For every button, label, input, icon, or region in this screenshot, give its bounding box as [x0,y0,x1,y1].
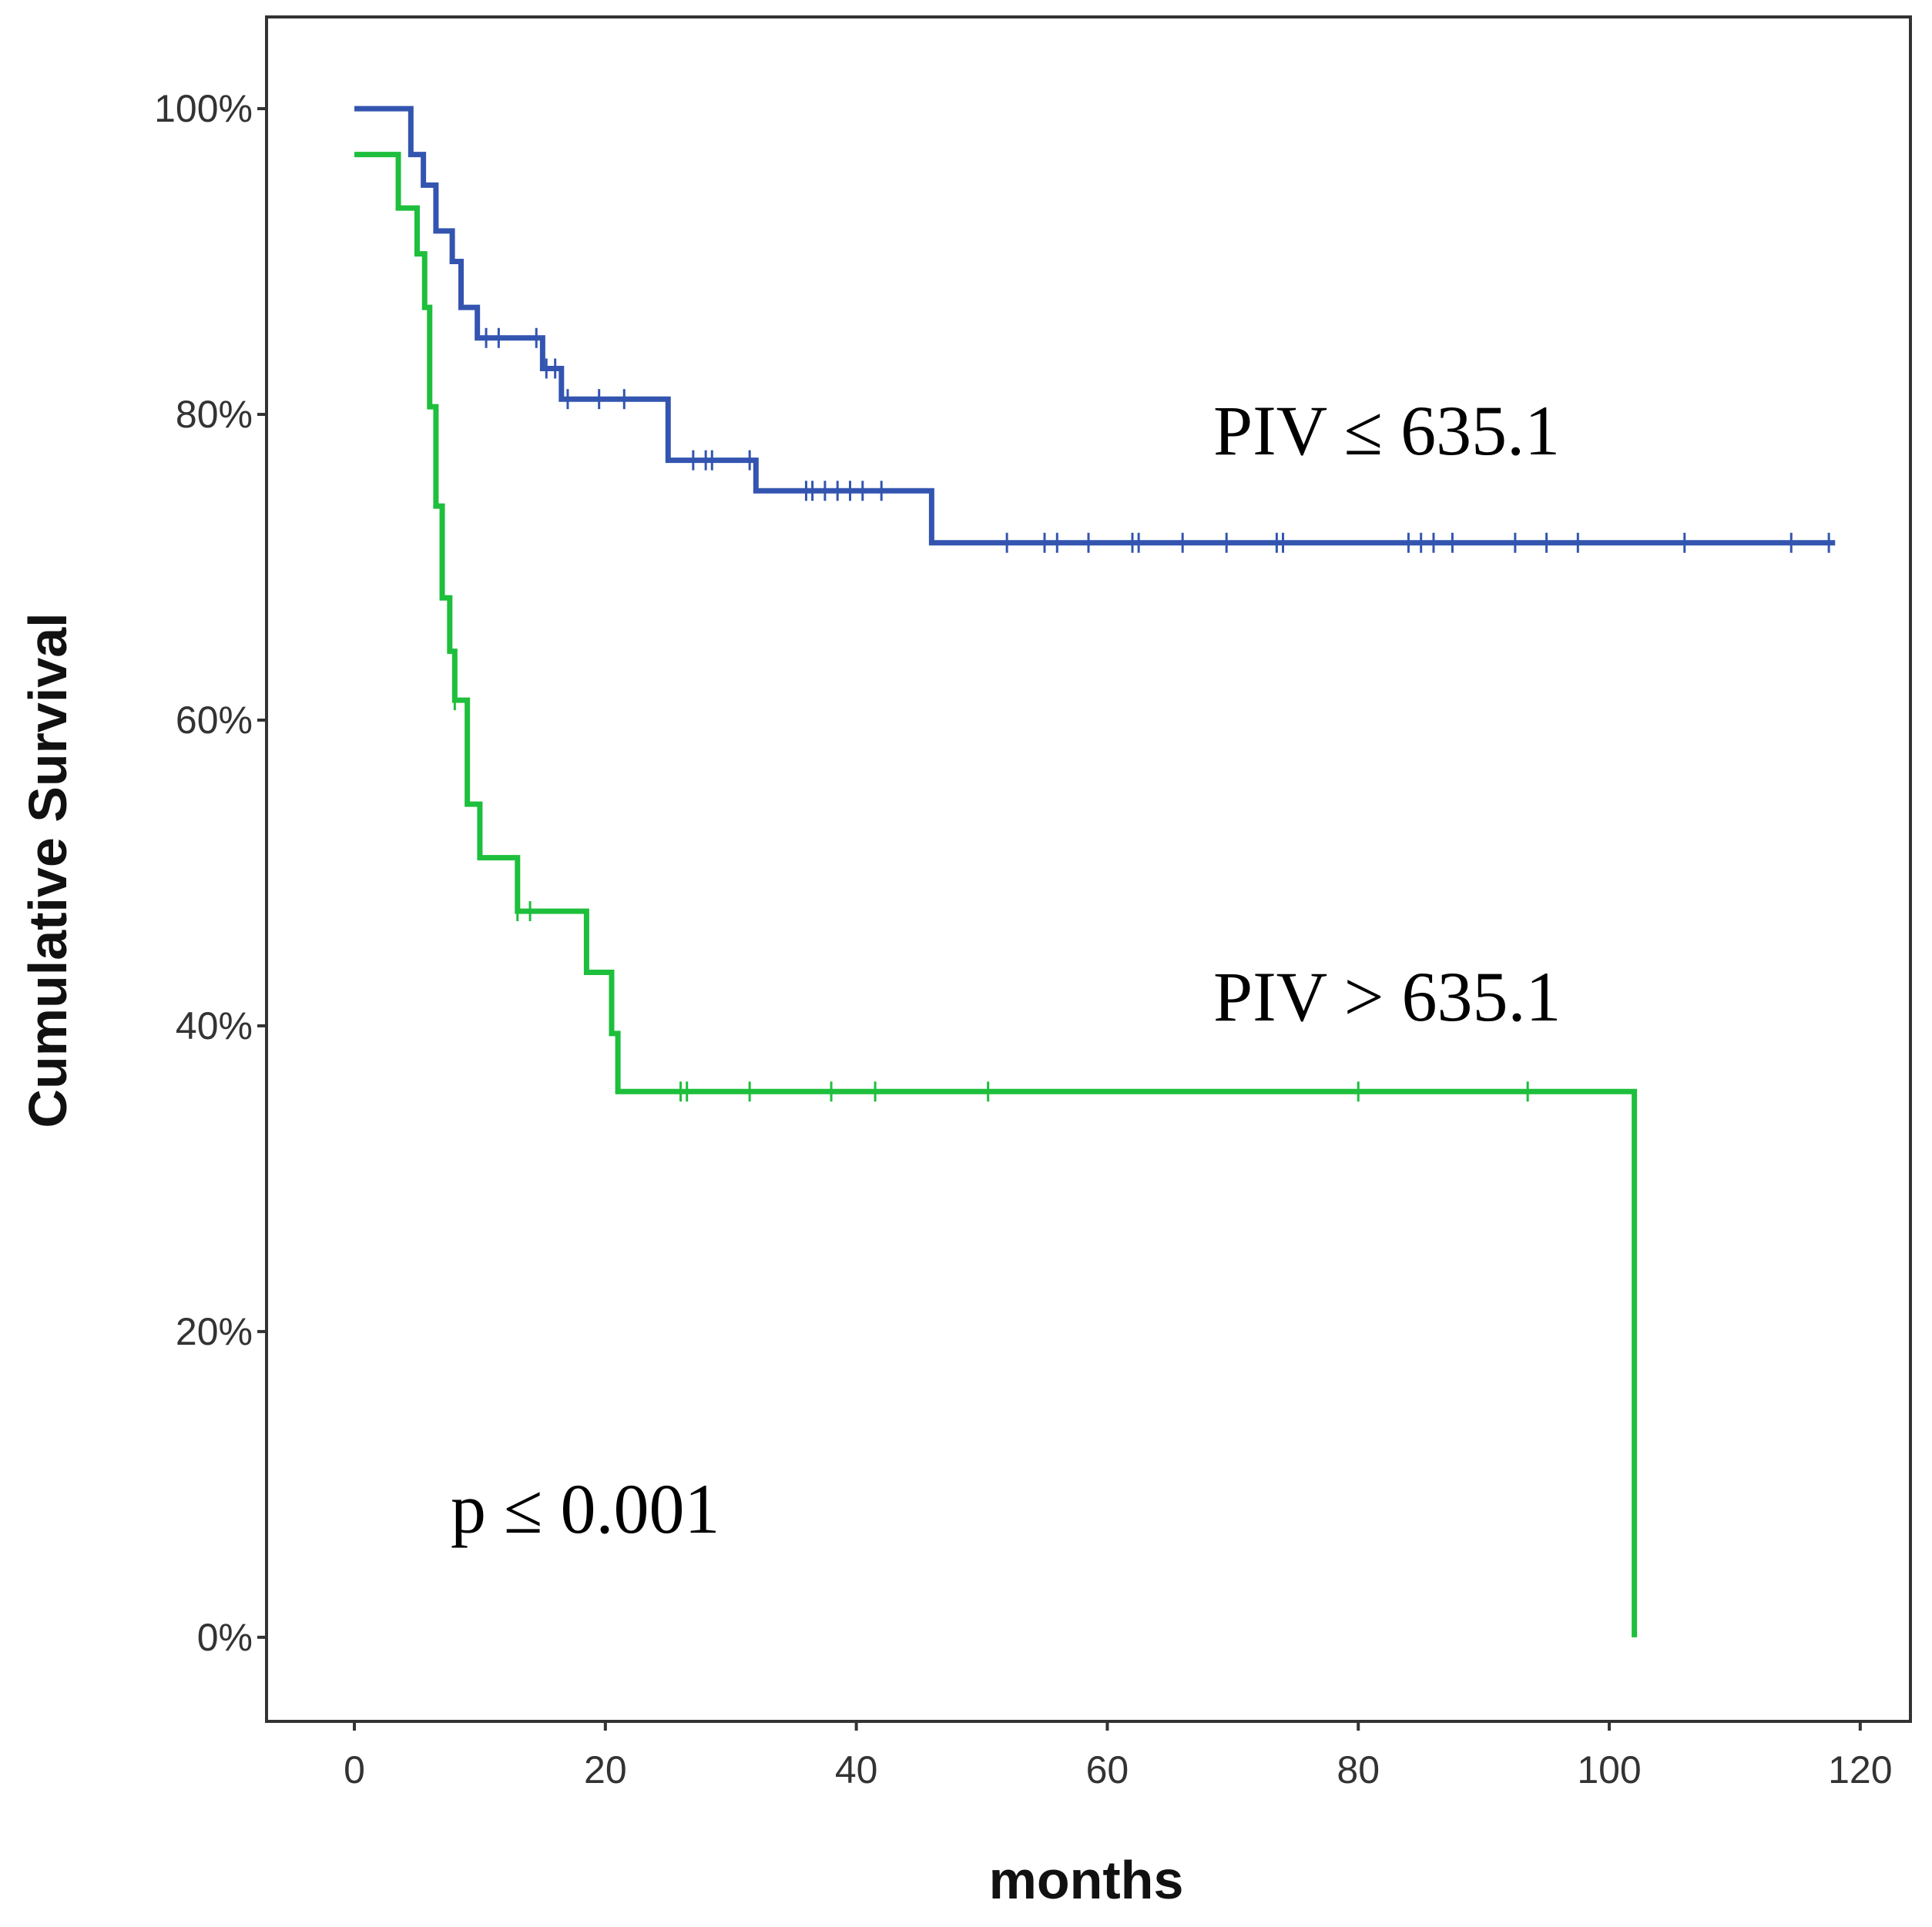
y-tick-label: 0% [197,1616,253,1659]
x-tick-label: 120 [1828,1748,1892,1791]
plot-frame [265,15,1912,1723]
x-axis-title: months [989,1850,1184,1910]
annotation-piv-high: PIV > 635.1 [1213,957,1561,1036]
annotation-p-value: p ≤ 0.001 [451,1470,720,1548]
x-tick-label: 20 [584,1748,627,1791]
series-0 [354,106,1836,553]
y-axis-title: Cumulative Survival [18,612,78,1128]
y-tick-label: 80% [176,393,253,436]
x-tick-label: 40 [835,1748,878,1791]
annotation-piv-low: PIV ≤ 635.1 [1213,391,1560,470]
x-tick-label: 0 [344,1748,365,1791]
x-tick-label: 60 [1086,1748,1129,1791]
series-layer [354,106,1836,1637]
survival-line [354,152,1638,1637]
x-axis: 0 20 40 60 80 100 120 [344,1721,1893,1791]
y-tick-label: 40% [176,1004,253,1047]
x-tick-label: 100 [1577,1748,1641,1791]
x-tick-label: 80 [1337,1748,1380,1791]
y-axis: 0% 20% 40% 60% 80% 100% [154,87,267,1659]
y-tick-label: 60% [176,699,253,742]
y-tick-label: 20% [176,1310,253,1353]
survival-line [354,106,1836,546]
series-1 [354,152,1638,1637]
y-tick-label: 100% [154,87,253,130]
